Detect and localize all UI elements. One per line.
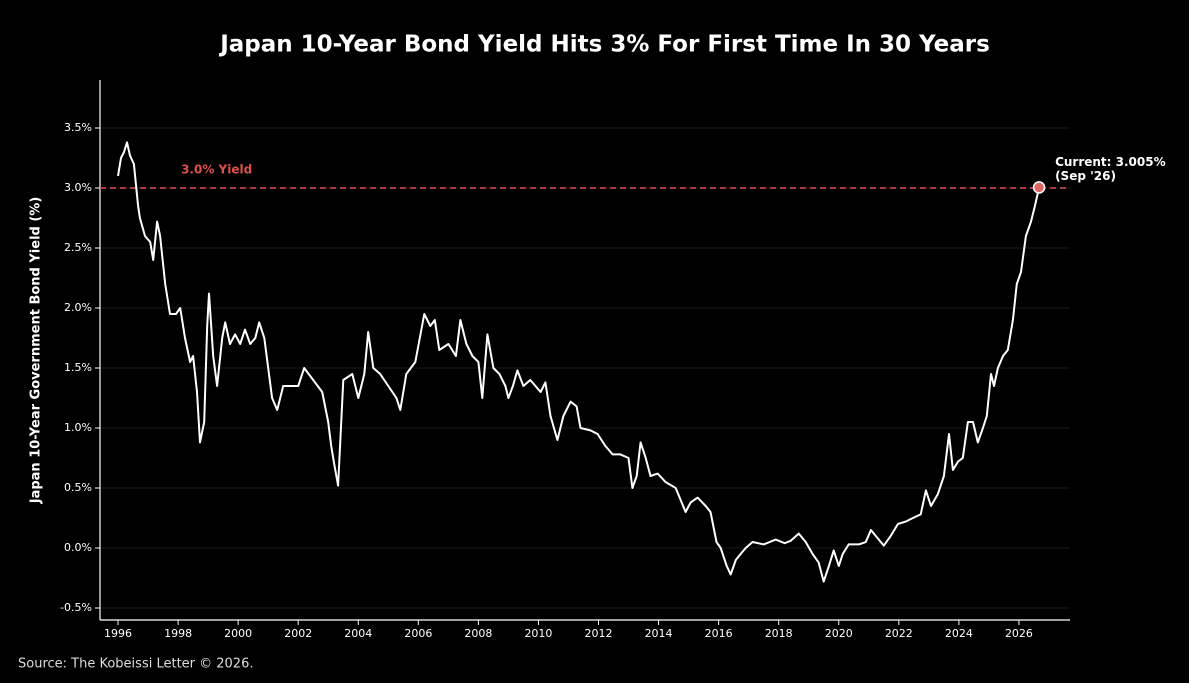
annotation: Current: 3.005% — [1055, 155, 1166, 169]
x-tick-label: 2000 — [224, 627, 252, 640]
x-tick-label: 2012 — [585, 627, 613, 640]
y-tick-label: 0.5% — [64, 481, 92, 494]
y-tick-label: 0.0% — [64, 541, 92, 554]
x-tick-label: 2016 — [705, 627, 733, 640]
reference-label: 3.0% Yield — [181, 163, 252, 177]
y-tick-label: 2.5% — [64, 241, 92, 254]
x-tick-label: 2018 — [765, 627, 793, 640]
x-tick-label: 2002 — [284, 627, 312, 640]
x-tick-label: 2024 — [945, 627, 973, 640]
x-tick-label: 1996 — [104, 627, 132, 640]
y-axis-label: Japan 10-Year Government Bond Yield (%) — [29, 197, 44, 505]
x-tick-label: 2022 — [885, 627, 913, 640]
x-tick-label: 2020 — [825, 627, 853, 640]
x-tick-label: 2010 — [524, 627, 552, 640]
y-tick-label: -0.5% — [60, 601, 92, 614]
x-tick-label: 2008 — [464, 627, 492, 640]
y-tick-label: 2.0% — [64, 301, 92, 314]
x-tick-label: 2014 — [645, 627, 673, 640]
yield-line — [117, 141, 1041, 583]
chart-title: Japan 10-Year Bond Yield Hits 3% For Fir… — [218, 32, 990, 58]
source: Source: The Kobeissi Letter © 2026. — [18, 657, 254, 672]
x-tick-label: 2006 — [404, 627, 432, 640]
y-tick-label: 1.5% — [64, 361, 92, 374]
current-marker — [1032, 181, 1046, 194]
x-tick-label: 2026 — [1005, 627, 1033, 640]
annotation: (Sep '26) — [1055, 169, 1116, 183]
x-tick-label: 1998 — [164, 627, 192, 640]
y-tick-label: 3.5% — [64, 121, 92, 134]
x-tick-label: 2004 — [344, 627, 372, 640]
y-tick-label: 3.0% — [64, 181, 92, 194]
y-tick-label: 1.0% — [64, 421, 92, 434]
